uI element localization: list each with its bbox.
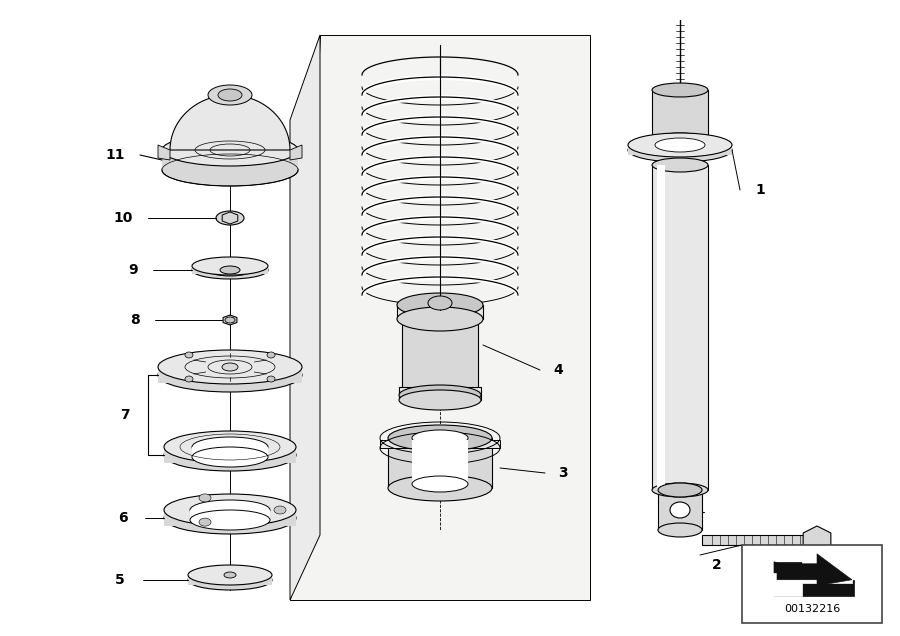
Text: 3: 3 [558, 466, 568, 480]
Ellipse shape [220, 266, 240, 274]
Polygon shape [399, 387, 481, 400]
Ellipse shape [652, 158, 708, 172]
Ellipse shape [428, 296, 452, 310]
Ellipse shape [164, 494, 296, 526]
Ellipse shape [655, 138, 705, 152]
Polygon shape [658, 490, 702, 530]
Ellipse shape [412, 476, 468, 492]
Ellipse shape [652, 83, 708, 97]
Ellipse shape [652, 133, 708, 147]
Ellipse shape [158, 350, 302, 384]
Polygon shape [652, 165, 708, 490]
Polygon shape [164, 447, 296, 463]
Ellipse shape [192, 257, 268, 275]
Bar [742, 545, 882, 623]
Polygon shape [402, 305, 478, 395]
Text: 4: 4 [553, 363, 562, 377]
Ellipse shape [412, 430, 468, 446]
Ellipse shape [192, 437, 268, 457]
Ellipse shape [628, 133, 732, 157]
Text: 6: 6 [119, 511, 128, 525]
Polygon shape [158, 367, 302, 383]
Ellipse shape [190, 500, 270, 520]
Polygon shape [628, 145, 732, 155]
Ellipse shape [658, 523, 702, 537]
Polygon shape [190, 510, 270, 520]
Polygon shape [290, 35, 590, 600]
Polygon shape [774, 562, 854, 596]
Ellipse shape [224, 572, 236, 578]
Text: 10: 10 [113, 211, 133, 225]
Polygon shape [158, 145, 170, 160]
Ellipse shape [192, 261, 268, 279]
Polygon shape [380, 440, 500, 448]
Ellipse shape [388, 425, 492, 451]
Text: 9: 9 [129, 263, 138, 277]
Polygon shape [412, 440, 468, 484]
Ellipse shape [164, 431, 296, 463]
Polygon shape [388, 438, 492, 488]
Ellipse shape [188, 565, 272, 585]
Ellipse shape [162, 134, 298, 166]
Polygon shape [192, 266, 268, 274]
Ellipse shape [164, 439, 296, 471]
Polygon shape [162, 150, 298, 170]
Ellipse shape [185, 352, 193, 358]
Ellipse shape [199, 494, 211, 502]
Ellipse shape [218, 89, 242, 101]
Polygon shape [290, 35, 320, 600]
Polygon shape [652, 90, 708, 140]
Ellipse shape [267, 352, 275, 358]
Ellipse shape [162, 154, 298, 186]
Polygon shape [772, 560, 852, 596]
Text: 00132216: 00132216 [784, 604, 840, 614]
Ellipse shape [399, 385, 481, 405]
Polygon shape [702, 535, 812, 545]
Ellipse shape [628, 138, 732, 162]
Polygon shape [397, 305, 483, 319]
Ellipse shape [158, 358, 302, 392]
Polygon shape [290, 145, 302, 160]
Text: 1: 1 [755, 183, 765, 197]
Ellipse shape [164, 502, 296, 534]
Ellipse shape [670, 502, 690, 518]
Ellipse shape [274, 506, 286, 514]
Polygon shape [657, 165, 665, 490]
Polygon shape [164, 510, 296, 526]
Ellipse shape [208, 264, 252, 276]
Ellipse shape [188, 570, 272, 590]
Text: 11: 11 [105, 148, 125, 162]
Polygon shape [192, 447, 268, 457]
Ellipse shape [652, 483, 708, 497]
Ellipse shape [216, 211, 244, 225]
Ellipse shape [388, 475, 492, 501]
Text: 8: 8 [130, 313, 140, 327]
Ellipse shape [192, 447, 268, 467]
Ellipse shape [225, 317, 235, 323]
Ellipse shape [222, 363, 238, 371]
Polygon shape [222, 212, 238, 224]
Ellipse shape [208, 85, 252, 105]
Polygon shape [170, 95, 290, 150]
Text: 7: 7 [121, 408, 130, 422]
Ellipse shape [399, 390, 481, 410]
Ellipse shape [199, 518, 211, 526]
Ellipse shape [267, 376, 275, 382]
Ellipse shape [223, 214, 237, 222]
Polygon shape [803, 526, 831, 554]
Ellipse shape [658, 483, 702, 497]
Polygon shape [774, 562, 824, 596]
Ellipse shape [185, 376, 193, 382]
Polygon shape [777, 554, 852, 586]
Text: 5: 5 [115, 573, 125, 587]
Ellipse shape [190, 510, 270, 530]
Polygon shape [223, 315, 237, 325]
Text: 2: 2 [712, 558, 722, 572]
Ellipse shape [397, 293, 483, 317]
Polygon shape [188, 575, 272, 585]
Ellipse shape [397, 307, 483, 331]
